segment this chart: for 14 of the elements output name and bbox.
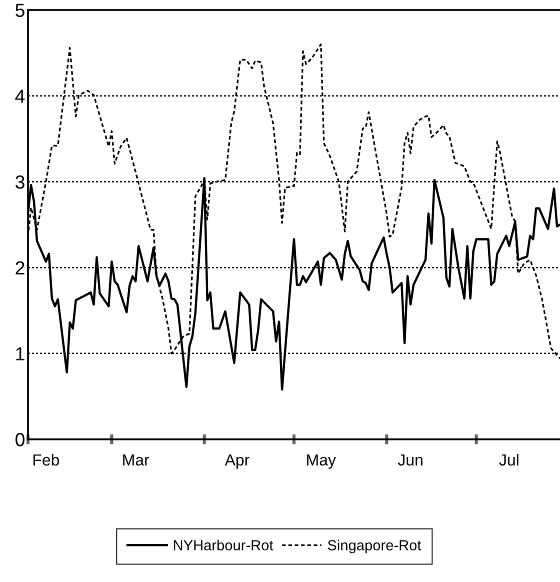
x-tick-label: Mar [123,454,150,466]
x-tick-label: Apr [224,454,250,469]
y-tick-label: 4 [15,90,25,103]
x-tick-label: Jun [398,454,422,466]
y-tick-label: 1 [16,347,24,360]
x-tick-label: Feb [33,454,60,466]
y-tick-label: 5 [16,4,24,17]
x-tick-label: May [307,454,336,469]
y-tick-label: 3 [16,175,24,189]
y-tick-label: 2 [16,261,24,274]
legend-label: NYHarbour-Rot [174,540,274,550]
y-tick-label: 0 [16,432,24,446]
x-tick-label: Jul [499,454,518,466]
legend-label: Singapore-Rot [328,540,422,554]
